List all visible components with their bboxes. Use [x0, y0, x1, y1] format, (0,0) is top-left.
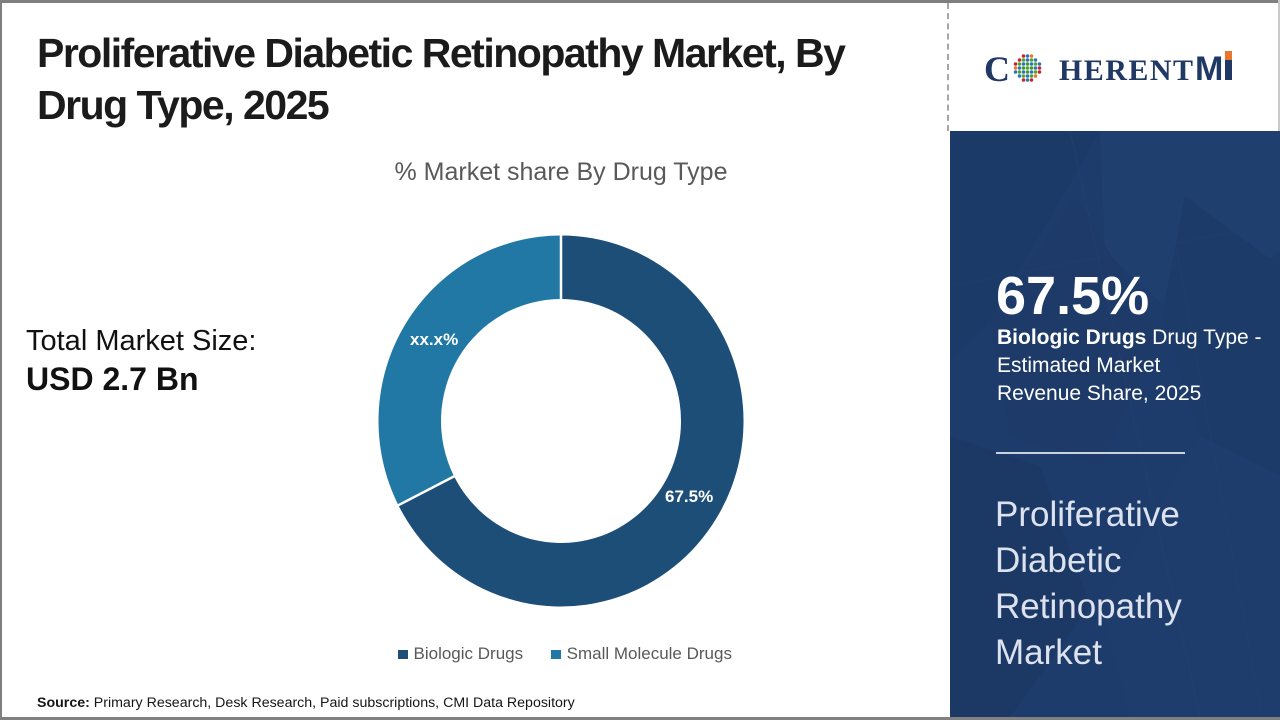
svg-text:C: C [984, 49, 1010, 89]
svg-text:M: M [1195, 50, 1223, 88]
svg-text:HERENT: HERENT [1059, 54, 1194, 87]
